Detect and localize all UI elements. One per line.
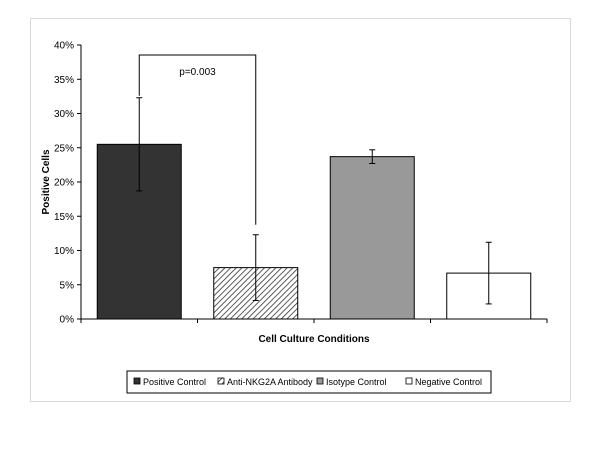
y-tick-label: 0% — [60, 315, 75, 326]
y-tick-label: 5% — [60, 280, 75, 291]
y-tick-label: 10% — [54, 246, 74, 257]
y-tick-label: 35% — [54, 75, 74, 86]
legend-swatch — [316, 377, 324, 385]
x-axis-title: Cell Culture Conditions — [258, 334, 370, 345]
y-tick-label: 25% — [54, 143, 74, 154]
y-tick-label: 30% — [54, 109, 74, 120]
bar — [329, 156, 415, 320]
legend-label: Negative Control — [415, 377, 482, 387]
legend-label: Isotype Control — [326, 377, 387, 387]
bars-group — [96, 97, 532, 320]
y-tick-label: 20% — [54, 178, 74, 189]
legend-box — [126, 370, 492, 394]
y-tick-label: 40% — [54, 41, 74, 52]
legend: Positive Control Anti-NKG2A Antibody Isoty… — [126, 370, 492, 394]
significance-bracket — [138, 54, 257, 225]
y-tick-label: 15% — [54, 212, 74, 223]
annotation-group: p=0.003 — [138, 54, 257, 225]
y-axis-title: Positive Cells — [41, 149, 52, 214]
p-value-label: p=0.003 — [179, 67, 216, 78]
legend-label: Positive Control — [143, 377, 206, 387]
legend-label: Anti-NKG2A Antibody — [227, 377, 313, 387]
legend-swatch — [405, 377, 413, 385]
legend-swatch — [133, 377, 141, 385]
legend-swatch — [217, 377, 225, 385]
